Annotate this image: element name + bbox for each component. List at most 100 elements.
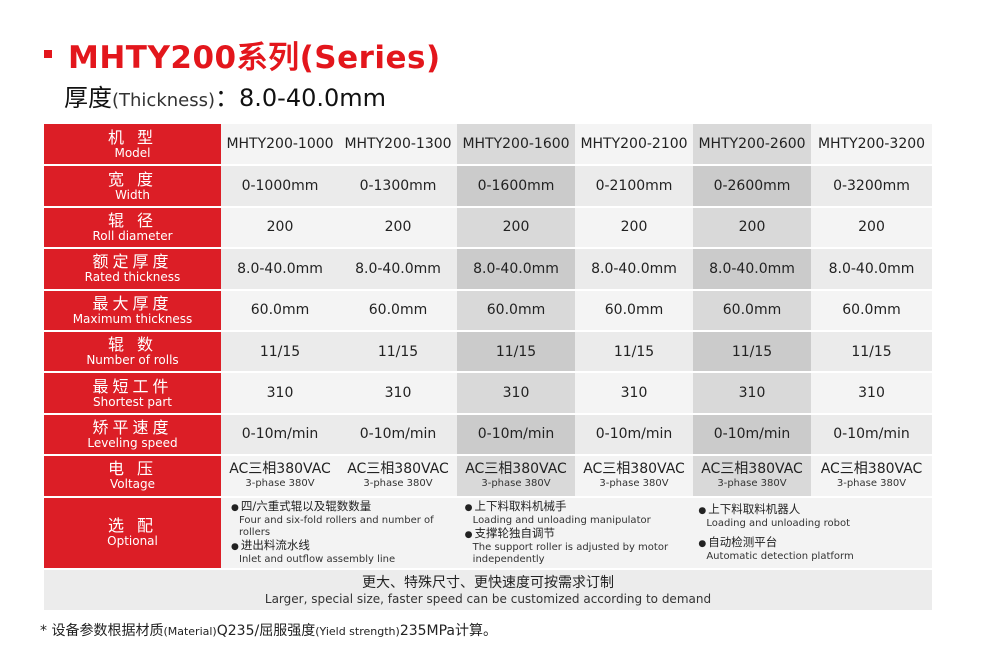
note-part-5: 235MPa计算。: [399, 623, 498, 639]
table-cell: 11/15: [811, 330, 932, 374]
table-cell: 60.0mm: [457, 289, 575, 332]
row-header-en: Leveling speed: [87, 435, 178, 450]
table-cell: 0-1600mm: [457, 165, 575, 208]
row-header-en: Number of rolls: [86, 353, 179, 368]
table-row: 辊 径 Roll diameter 200 200 200 200 200 200: [44, 206, 932, 250]
optional-item-en: Loading and unloading robot: [706, 517, 851, 529]
voltage-sub: 3-phase 380V: [481, 478, 551, 490]
bullet-icon: ●: [698, 505, 707, 516]
table-cell: 11/15: [221, 330, 339, 374]
table-row-footer: 更大、特殊尺寸、更快速度可按需求订制 Larger, special size, …: [44, 568, 932, 610]
optional-item-zh-text: 进出料流水线: [240, 537, 310, 552]
row-header-zh: 辊 数: [107, 335, 158, 355]
bullet-icon: ●: [231, 502, 239, 513]
row-header-zh: 辊 径: [107, 210, 158, 230]
row-header-zh: 宽 度: [107, 169, 158, 189]
table-row: 最大厚度 Maximum thickness 60.0mm 60.0mm 60.0mm 6…: [44, 289, 932, 332]
row-header-en: Roll diameter: [92, 228, 173, 243]
table-cell: MHTY200-2600: [693, 124, 811, 167]
optional-item-zh-text: 上下料取料机器人: [708, 501, 801, 516]
optional-item-zh: ● 上下料取料机械手: [465, 498, 699, 515]
voltage-cell: AC三相380VAC 3-phase 380V: [811, 455, 932, 498]
table-cell: 0-2100mm: [575, 165, 693, 208]
row-header: 选 配 Optional: [44, 496, 221, 570]
row-header: 辊 径 Roll diameter: [44, 206, 221, 250]
table-cell: MHTY200-2100: [575, 124, 693, 167]
table-row: 辊 数 Number of rolls 11/15 11/15 11/15 11/15 11…: [44, 330, 932, 374]
row-header-en: Width: [115, 187, 150, 202]
row-header: 宽 度 Width: [44, 165, 221, 208]
table-cell: 60.0mm: [221, 289, 339, 332]
row-header-zh: 机 型: [107, 127, 158, 147]
subtitle: 厚度(Thickness)：8.0-40.0mm: [64, 78, 386, 113]
table-cell: 200: [457, 206, 575, 250]
table-cell: 310: [575, 372, 693, 415]
footer-zh: 更大、特殊尺寸、更快速度可按需求订制: [362, 574, 614, 591]
row-header-en: Model: [114, 145, 151, 160]
table-cell: 200: [811, 206, 932, 250]
table-cell: 0-10m/min: [339, 413, 457, 457]
voltage-sub: 3-phase 380V: [245, 478, 315, 490]
row-header-zh: 最大厚度: [92, 293, 173, 313]
table-cell: 200: [339, 206, 457, 250]
optional-column: ● 四/六重式辊以及辊数数量 Four and six-fold rollers a…: [231, 498, 465, 568]
table-cell: MHTY200-1000: [221, 124, 339, 167]
table-cell: 8.0-40.0mm: [575, 248, 693, 291]
page-title: MHTY200系列(Series): [68, 39, 441, 76]
voltage-cell: AC三相380VAC 3-phase 380V: [339, 455, 457, 498]
row-header: 机 型 Model: [44, 124, 221, 167]
table-cell: 200: [221, 206, 339, 250]
voltage-cell: AC三相380VAC 3-phase 380V: [575, 455, 693, 498]
row-header-en: Rated thickness: [84, 270, 181, 285]
voltage-main: AC三相380VAC: [465, 461, 567, 478]
voltage-main: AC三相380VAC: [583, 461, 685, 478]
optional-item-zh: ● 上下料取料机器人: [698, 501, 932, 518]
footnote: * 设备参数根据材质(Material)Q235/屈服强度(Yield stre…: [40, 620, 497, 640]
note-part-3: Q235/屈服强度: [216, 623, 316, 639]
optional-item-zh-text: 上下料取料机械手: [474, 498, 567, 513]
row-header: 最短工件 Shortest part: [44, 372, 221, 415]
voltage-cell: AC三相380VAC 3-phase 380V: [693, 455, 811, 498]
table-cell: 310: [221, 372, 339, 415]
optional-item: ● 进出料流水线 Inlet and outflow assembly line: [231, 537, 465, 566]
voltage-sub: 3-phase 380V: [836, 478, 907, 490]
optional-item-zh: ● 四/六重式辊以及辊数数量: [231, 498, 465, 515]
optional-item-zh-text: 自动检测平台: [708, 534, 778, 549]
table-cell: 310: [339, 372, 457, 415]
bullet-icon: ●: [464, 529, 473, 540]
row-header: 矫平速度 Leveling speed: [44, 413, 221, 457]
optional-item: ● 上下料取料机械手 Loading and unloading manipulat…: [465, 498, 699, 527]
table-cell: 11/15: [575, 330, 693, 374]
table-cell: 0-10m/min: [811, 413, 932, 457]
optional-item-en: Inlet and outflow assembly line: [239, 553, 396, 565]
row-header-zh: 最短工件: [92, 376, 173, 396]
table-row: 机 型 Model MHTY200-1000 MHTY200-1300 MHTY200-…: [44, 124, 932, 167]
voltage-sub: 3-phase 380V: [363, 478, 433, 490]
optional-item-en: Automatic detection platform: [706, 550, 854, 562]
voltage-cell: AC三相380VAC 3-phase 380V: [221, 455, 339, 498]
footer-cell: 更大、特殊尺寸、更快速度可按需求订制 Larger, special size, …: [44, 568, 932, 610]
note-part-1: * 设备参数根据材质: [40, 623, 164, 639]
table-cell: 0-10m/min: [221, 413, 339, 457]
row-header-en: Shortest part: [93, 394, 172, 409]
row-header: 辊 数 Number of rolls: [44, 330, 221, 374]
table-cell: 0-3200mm: [811, 165, 932, 208]
table-cell: 60.0mm: [339, 289, 457, 332]
table-row: 最短工件 Shortest part 310 310 310 310 310 310: [44, 372, 932, 415]
spec-table-body: 机 型 Model MHTY200-1000 MHTY200-1300 MHTY200-…: [44, 124, 932, 610]
optional-item-zh: ● 进出料流水线: [231, 537, 465, 554]
optional-item-en: The support roller is adjusted by motor …: [472, 541, 669, 565]
bullet-icon: ●: [698, 538, 707, 549]
bullet-icon: ●: [231, 541, 239, 552]
table-cell: 310: [693, 372, 811, 415]
row-header: 最大厚度 Maximum thickness: [44, 289, 221, 332]
table-cell: 11/15: [693, 330, 811, 374]
table-cell: 0-1300mm: [339, 165, 457, 208]
optional-cell: ● 四/六重式辊以及辊数数量 Four and six-fold rollers a…: [221, 496, 932, 570]
row-header-zh: 电 压: [107, 459, 158, 479]
optional-item-zh-text: 四/六重式辊以及辊数数量: [240, 498, 372, 513]
title-bullet-icon: [44, 50, 52, 58]
table-cell: 60.0mm: [811, 289, 932, 332]
optional-item: ● 四/六重式辊以及辊数数量 Four and six-fold rollers a…: [231, 498, 465, 539]
optional-item: ● 支撑轮独自调节 The support roller is adjusted b…: [464, 526, 699, 566]
